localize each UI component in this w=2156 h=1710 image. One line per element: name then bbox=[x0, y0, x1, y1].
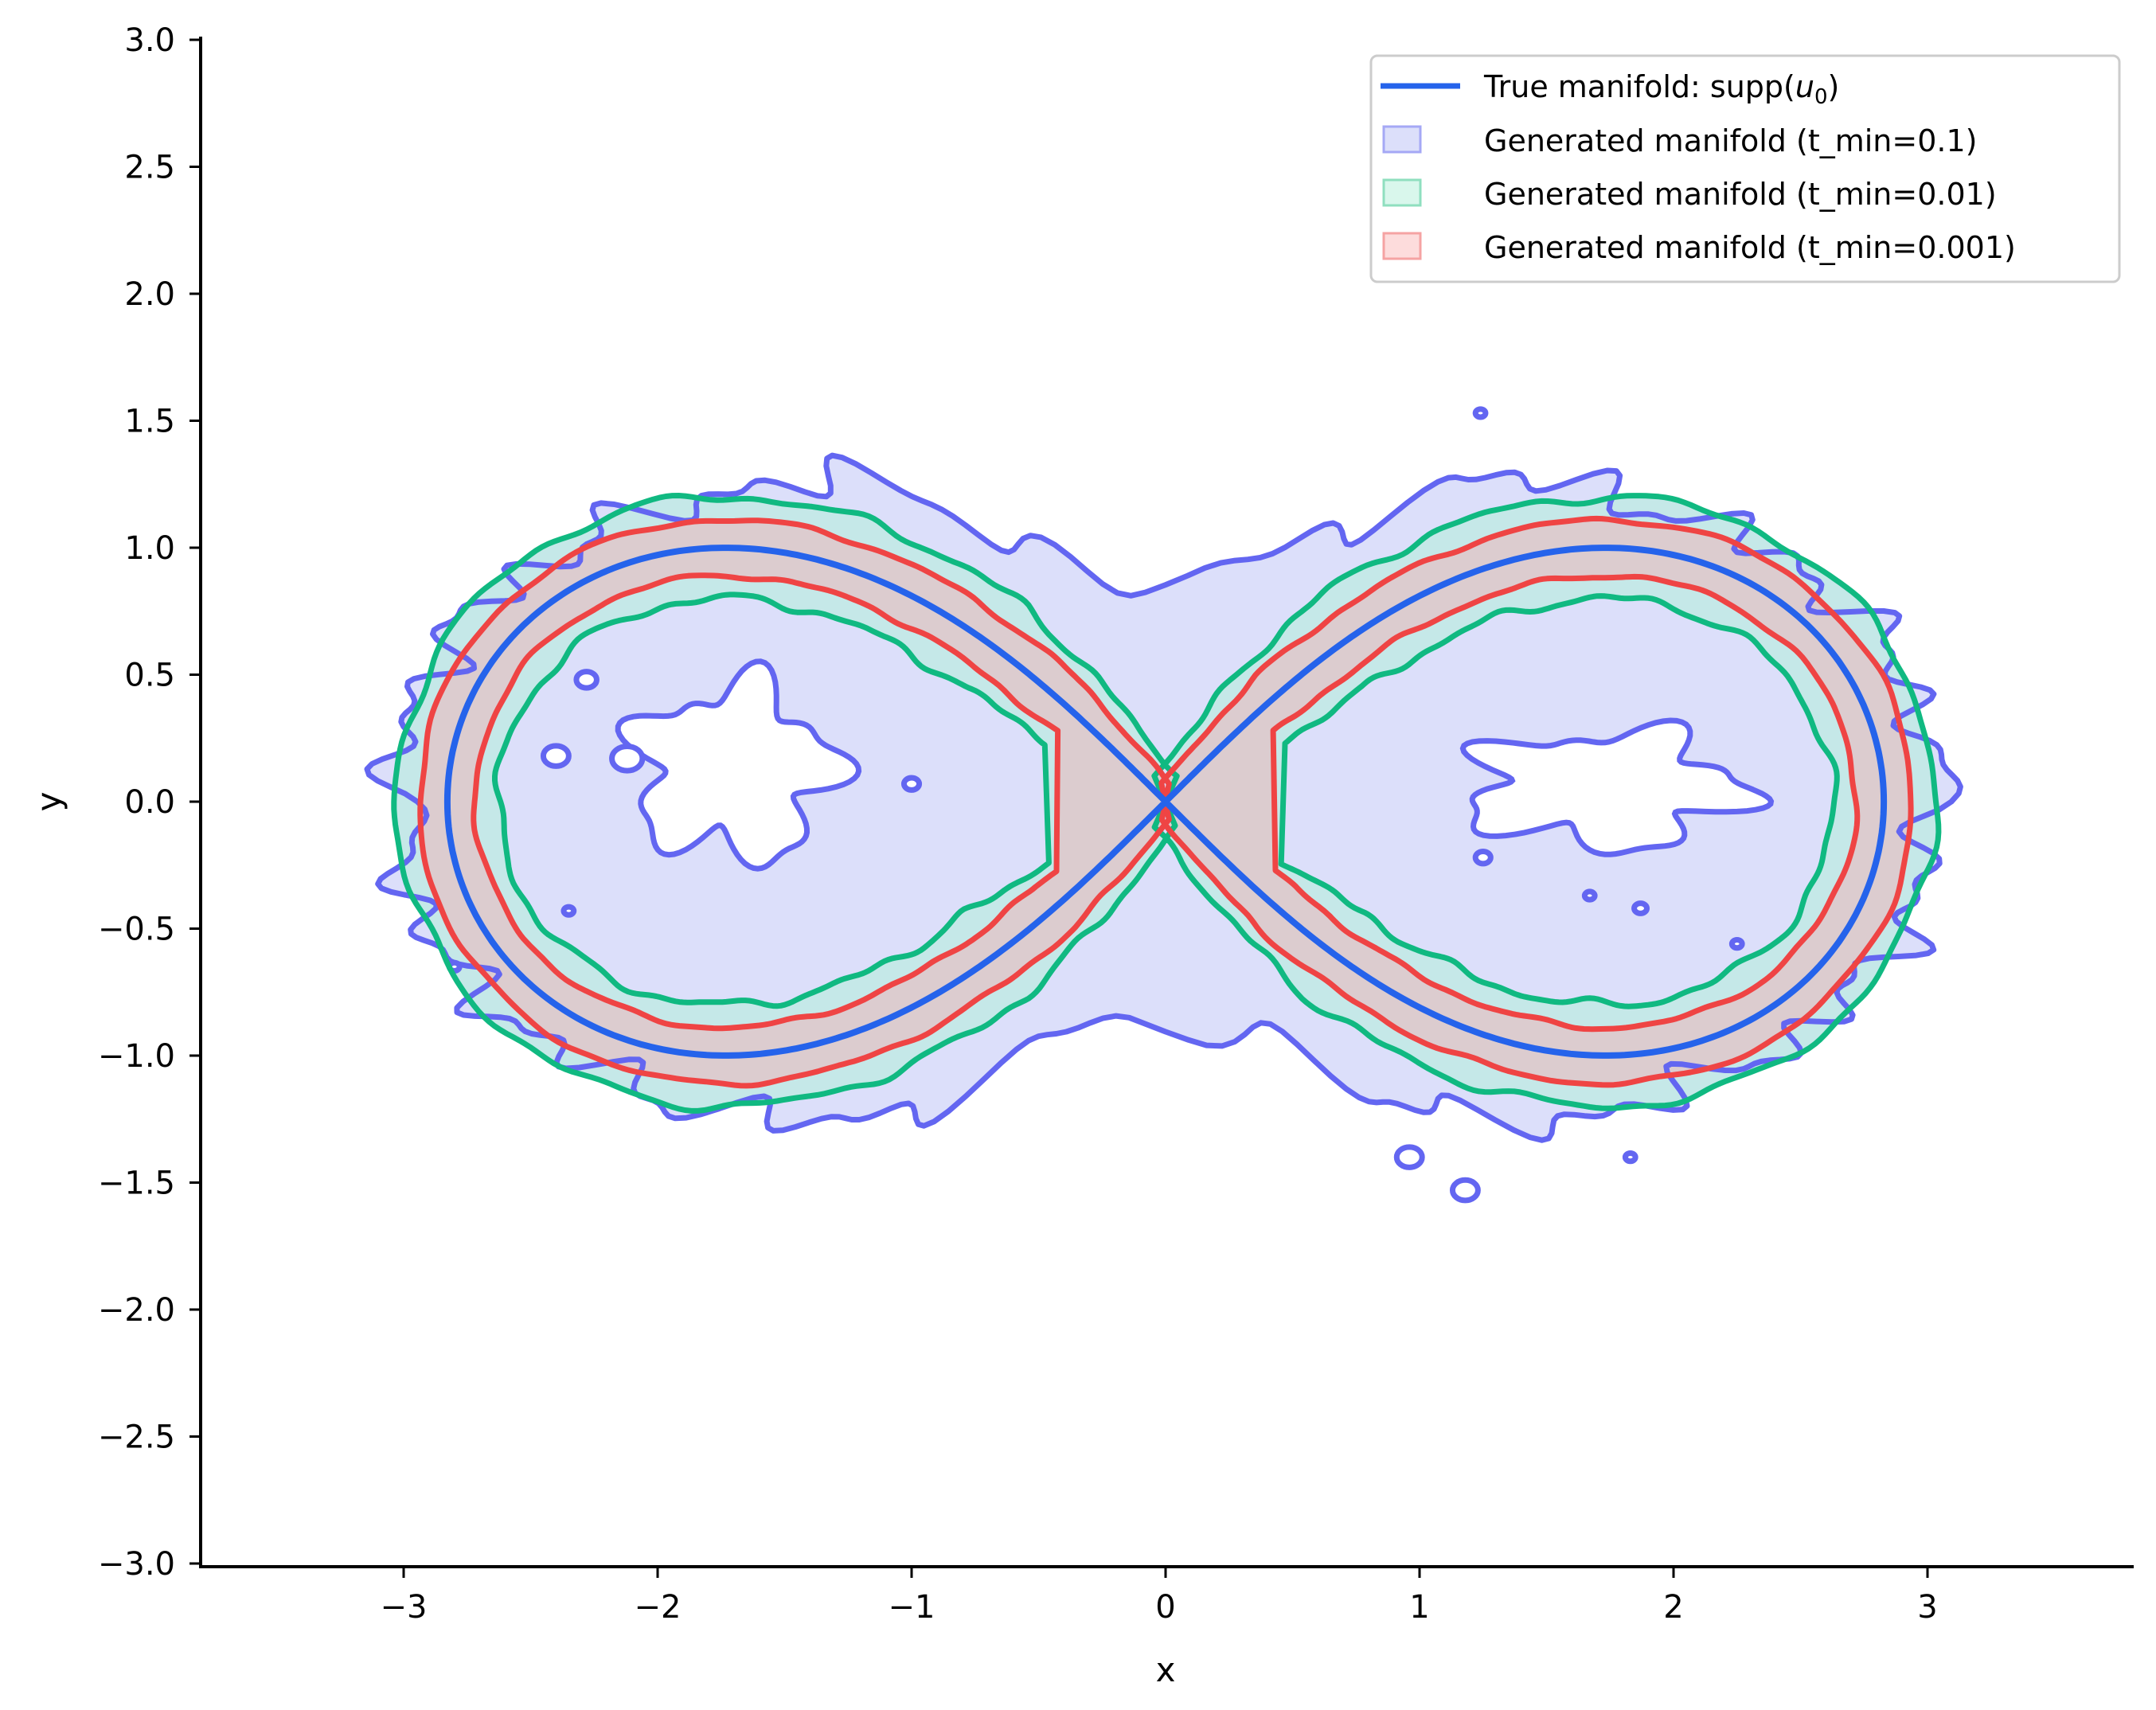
density-speck bbox=[1472, 406, 1489, 420]
generated-manifold-tmin-0.1-contour bbox=[364, 452, 1963, 1143]
density-speck bbox=[1393, 1144, 1425, 1170]
density-speck bbox=[1631, 900, 1650, 916]
generated-manifold-tmin-0.01-contour bbox=[391, 493, 1942, 1114]
y-axis-ticks: 3.0 2.5 2.0 1.5 1.0 0.5 0.0 −0.5 −1.0 −1.5 −2.0 −2.… bbox=[98, 22, 201, 1583]
y-tick-label: 2.5 bbox=[124, 150, 175, 186]
y-tick-label: −1.0 bbox=[98, 1038, 175, 1075]
generated-manifold-tmin-0.1-holes bbox=[615, 658, 1775, 872]
density-speck bbox=[609, 743, 646, 774]
density-hole bbox=[1459, 717, 1775, 857]
density-speck bbox=[1581, 888, 1598, 903]
density-speck bbox=[1449, 1177, 1481, 1204]
legend-label-true-manifold: True manifold: supp(u0) bbox=[1483, 69, 1839, 109]
legend-label-tmin-0.1: Generated manifold (t_min=0.1) bbox=[1484, 123, 1978, 158]
legend-swatch-tmin-0.1 bbox=[1382, 125, 1422, 154]
legend-entry-true-manifold: True manifold: supp(u0) bbox=[1381, 69, 1839, 109]
y-tick-label: 1.5 bbox=[124, 404, 175, 440]
x-tick-label: 0 bbox=[1155, 1589, 1175, 1626]
density-hole bbox=[615, 658, 862, 872]
legend-label-tmin-0.01: Generated manifold (t_min=0.01) bbox=[1484, 177, 1997, 212]
y-tick-label: 3.0 bbox=[124, 22, 175, 59]
legend-entry-tmin-0.001: Generated manifold (t_min=0.001) bbox=[1382, 230, 2016, 265]
density-speck bbox=[560, 904, 577, 918]
legend-entry-tmin-0.1: Generated manifold (t_min=0.1) bbox=[1382, 123, 1978, 158]
legend-swatch-tmin-0.01 bbox=[1382, 178, 1422, 207]
x-tick-label: 2 bbox=[1663, 1589, 1683, 1626]
density-speck bbox=[1728, 937, 1745, 951]
density-speck bbox=[540, 743, 572, 769]
x-axis-ticks: −3 −2 −1 0 1 2 3 bbox=[381, 1567, 1938, 1626]
density-speck bbox=[900, 775, 923, 793]
density-speck bbox=[573, 669, 600, 691]
legend-frame bbox=[1369, 54, 2121, 283]
y-tick-label: −3.0 bbox=[98, 1546, 175, 1583]
x-axis-label: x bbox=[1156, 1650, 1176, 1689]
y-tick-label: −2.5 bbox=[98, 1419, 175, 1456]
y-tick-label: 0.0 bbox=[124, 784, 175, 821]
y-tick-label: 1.0 bbox=[124, 530, 175, 567]
density-speck bbox=[1472, 849, 1494, 867]
x-tick-label: 3 bbox=[1917, 1589, 1937, 1626]
legend-swatch-tmin-0.001 bbox=[1382, 232, 1422, 260]
density-speck bbox=[1622, 1150, 1638, 1165]
y-tick-label: −2.0 bbox=[98, 1292, 175, 1329]
x-tick-label: −2 bbox=[635, 1589, 682, 1626]
plot-area bbox=[364, 406, 1963, 1204]
y-axis-label: y bbox=[29, 792, 68, 812]
generated-manifold-tmin-0.001-contour bbox=[417, 515, 1914, 1089]
y-tick-label: 2.0 bbox=[124, 276, 175, 313]
x-tick-label: 1 bbox=[1409, 1589, 1429, 1626]
y-tick-label: 0.5 bbox=[124, 658, 175, 694]
generated-manifold-tmin-0.1-specks bbox=[446, 406, 1745, 1204]
y-tick-label: −1.5 bbox=[98, 1165, 175, 1202]
x-tick-label: −1 bbox=[889, 1589, 935, 1626]
legend-entry-tmin-0.01: Generated manifold (t_min=0.01) bbox=[1382, 177, 1997, 212]
x-tick-label: −3 bbox=[381, 1589, 428, 1626]
legend-label-tmin-0.001: Generated manifold (t_min=0.001) bbox=[1484, 230, 2016, 265]
axes: −3 −2 −1 0 1 2 3 3.0 2.5 2.0 1.5 1.0 0.5 0.0 −0.5 −1.0… bbox=[29, 22, 2134, 1689]
y-tick-label: −0.5 bbox=[98, 912, 175, 948]
legend: True manifold: supp(u0) Generated manifo… bbox=[1369, 54, 2121, 283]
true-manifold-curve bbox=[443, 545, 1888, 1059]
